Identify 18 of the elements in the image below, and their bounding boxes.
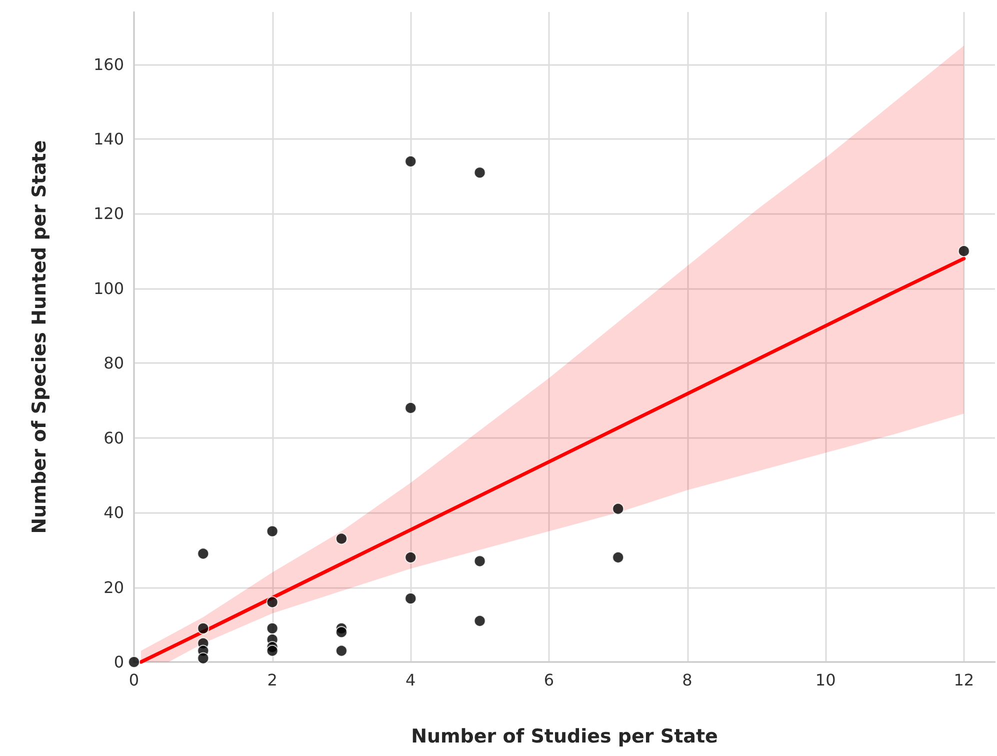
y-axis-title: Number of Species Hunted per State: [28, 140, 50, 534]
x-axis-title: Number of Studies per State: [411, 726, 718, 748]
x-tick-label: 0: [128, 670, 140, 690]
y-tick-label: 160: [93, 54, 124, 74]
y-tick-label: 60: [104, 428, 124, 448]
y-tick-label: 100: [93, 278, 124, 298]
x-tick-label: 4: [406, 670, 416, 690]
y-tick-label: 80: [104, 354, 124, 373]
x-tick-label: 6: [544, 670, 554, 690]
x-tick-label: 10: [815, 670, 836, 690]
x-tick-label: 2: [267, 670, 278, 690]
y-tick-label: 20: [104, 578, 124, 597]
y-tick-label: 120: [93, 204, 124, 224]
y-tick-label: 40: [104, 503, 124, 522]
y-tick-label: 140: [93, 130, 124, 149]
x-tick-label: 8: [682, 670, 692, 690]
x-tick-label: 12: [954, 670, 974, 690]
y-tick-label: 0: [114, 652, 124, 672]
